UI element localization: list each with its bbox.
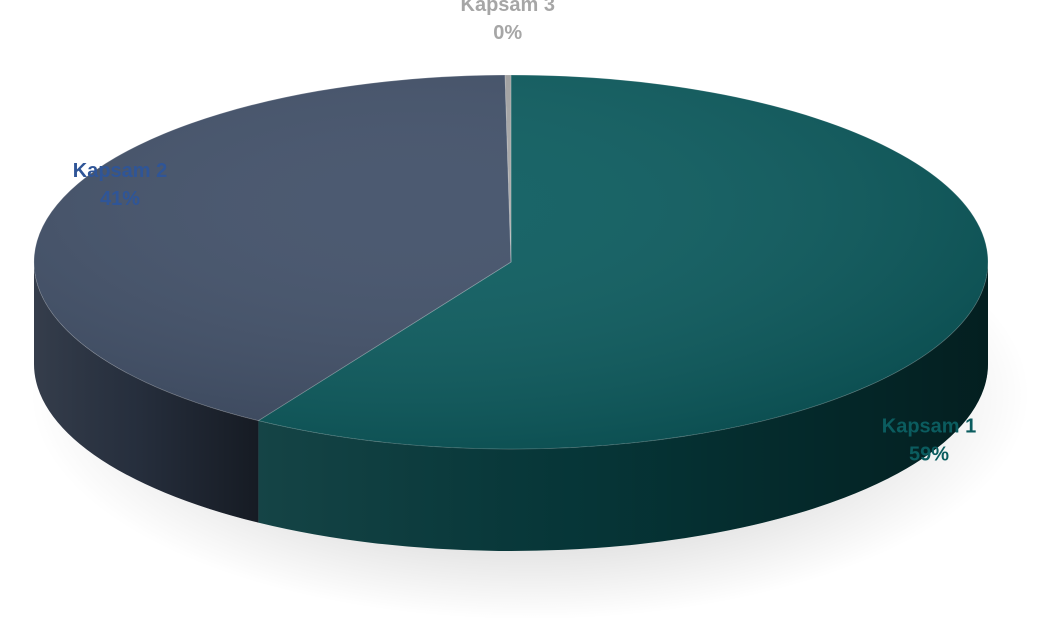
slice-label-percent: 59% [909, 444, 949, 466]
slice-label-2: Kapsam 2 41% [73, 160, 168, 210]
pie-labels: Kapsam 1 59% Kapsam 2 41% Kapsam 3 0% [73, 0, 977, 466]
slice-label-percent: 41% [100, 188, 140, 210]
slice-label-name: Kapsam 1 [882, 416, 977, 438]
pie-side-shade-2 [34, 262, 259, 523]
slice-label-name: Kapsam 3 [461, 0, 556, 16]
pie-top-faces [33, 74, 989, 450]
slice-label-1: Kapsam 1 59% [882, 416, 977, 466]
pie-top-sheen [34, 75, 988, 449]
pie-sides [34, 262, 988, 552]
slice-label-percent: 0% [493, 22, 522, 44]
pie-side-shade-1 [258, 262, 988, 552]
slice-label-3: Kapsam 3 0% [461, 0, 556, 44]
slice-label-name: Kapsam 2 [73, 160, 168, 182]
